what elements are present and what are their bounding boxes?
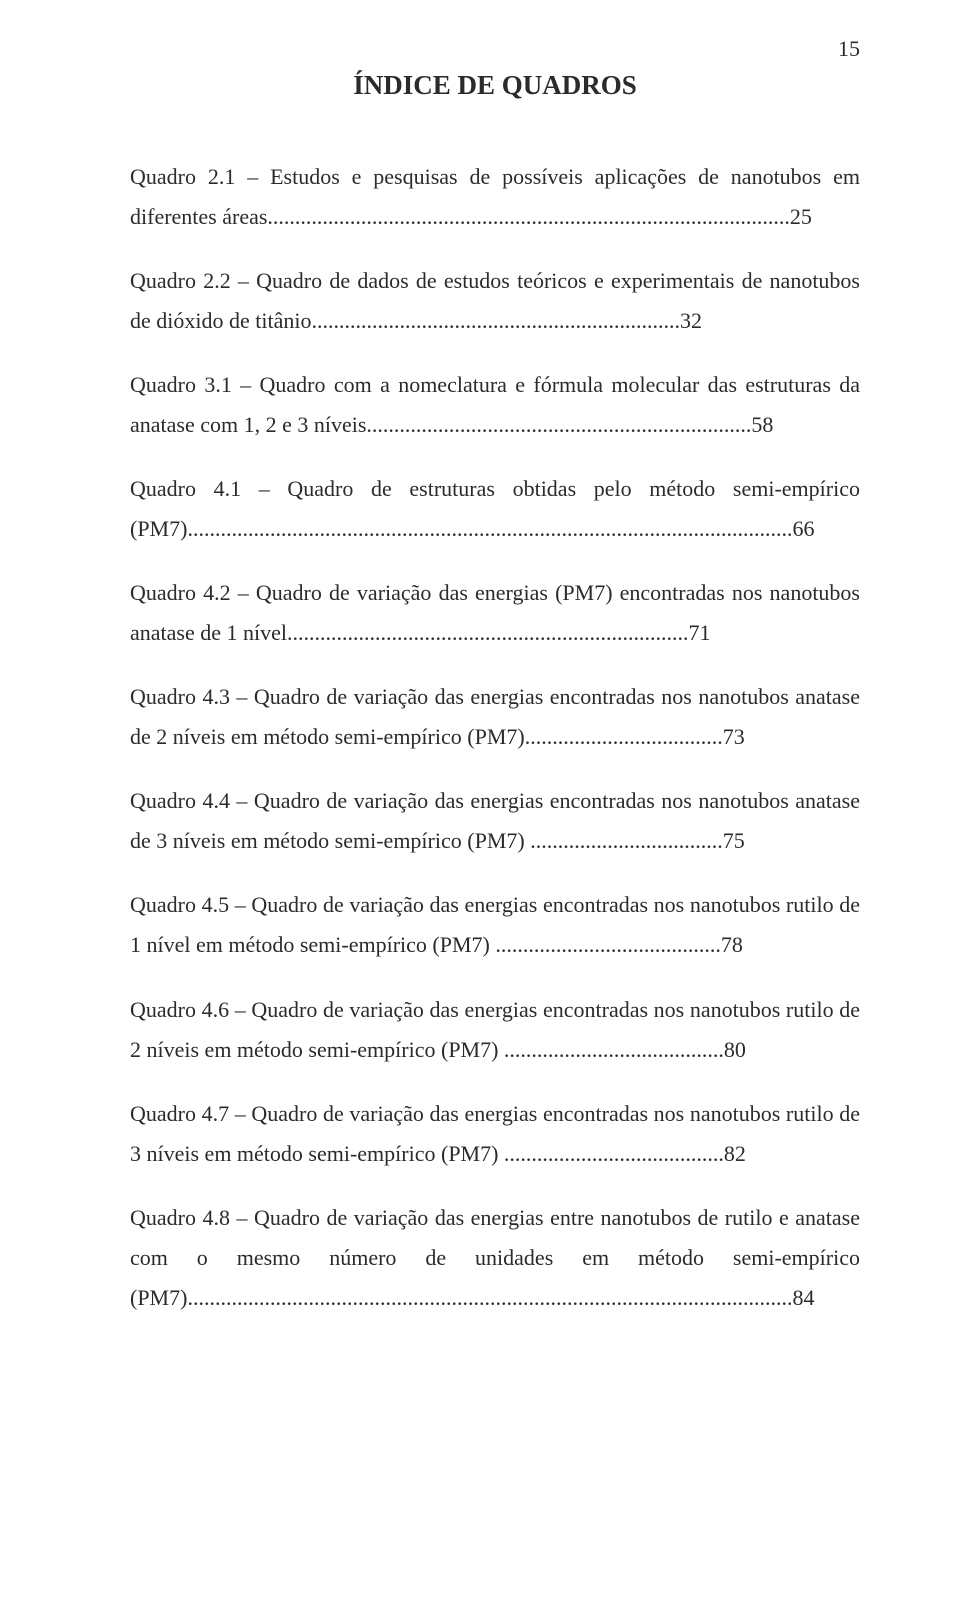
toc-entry: Quadro 4.8 – Quadro de variação das ener… <box>130 1198 860 1318</box>
toc-entry: Quadro 4.2 – Quadro de variação das ener… <box>130 573 860 653</box>
toc-entry: Quadro 3.1 – Quadro com a nomeclatura e … <box>130 365 860 445</box>
document-page: 15 ÍNDICE DE QUADROS Quadro 2.1 – Estudo… <box>0 0 960 1600</box>
toc-entry: Quadro 4.5 – Quadro de variação das ener… <box>130 885 860 965</box>
page-number: 15 <box>838 36 860 62</box>
toc-entries: Quadro 2.1 – Estudos e pesquisas de poss… <box>130 157 860 1318</box>
toc-entry: Quadro 4.7 – Quadro de variação das ener… <box>130 1094 860 1174</box>
page-title: ÍNDICE DE QUADROS <box>130 70 860 101</box>
toc-entry: Quadro 4.4 – Quadro de variação das ener… <box>130 781 860 861</box>
toc-entry: Quadro 4.3 – Quadro de variação das ener… <box>130 677 860 757</box>
toc-entry: Quadro 4.1 – Quadro de estruturas obtida… <box>130 469 860 549</box>
toc-entry: Quadro 2.1 – Estudos e pesquisas de poss… <box>130 157 860 237</box>
toc-entry: Quadro 2.2 – Quadro de dados de estudos … <box>130 261 860 341</box>
toc-entry: Quadro 4.6 – Quadro de variação das ener… <box>130 990 860 1070</box>
